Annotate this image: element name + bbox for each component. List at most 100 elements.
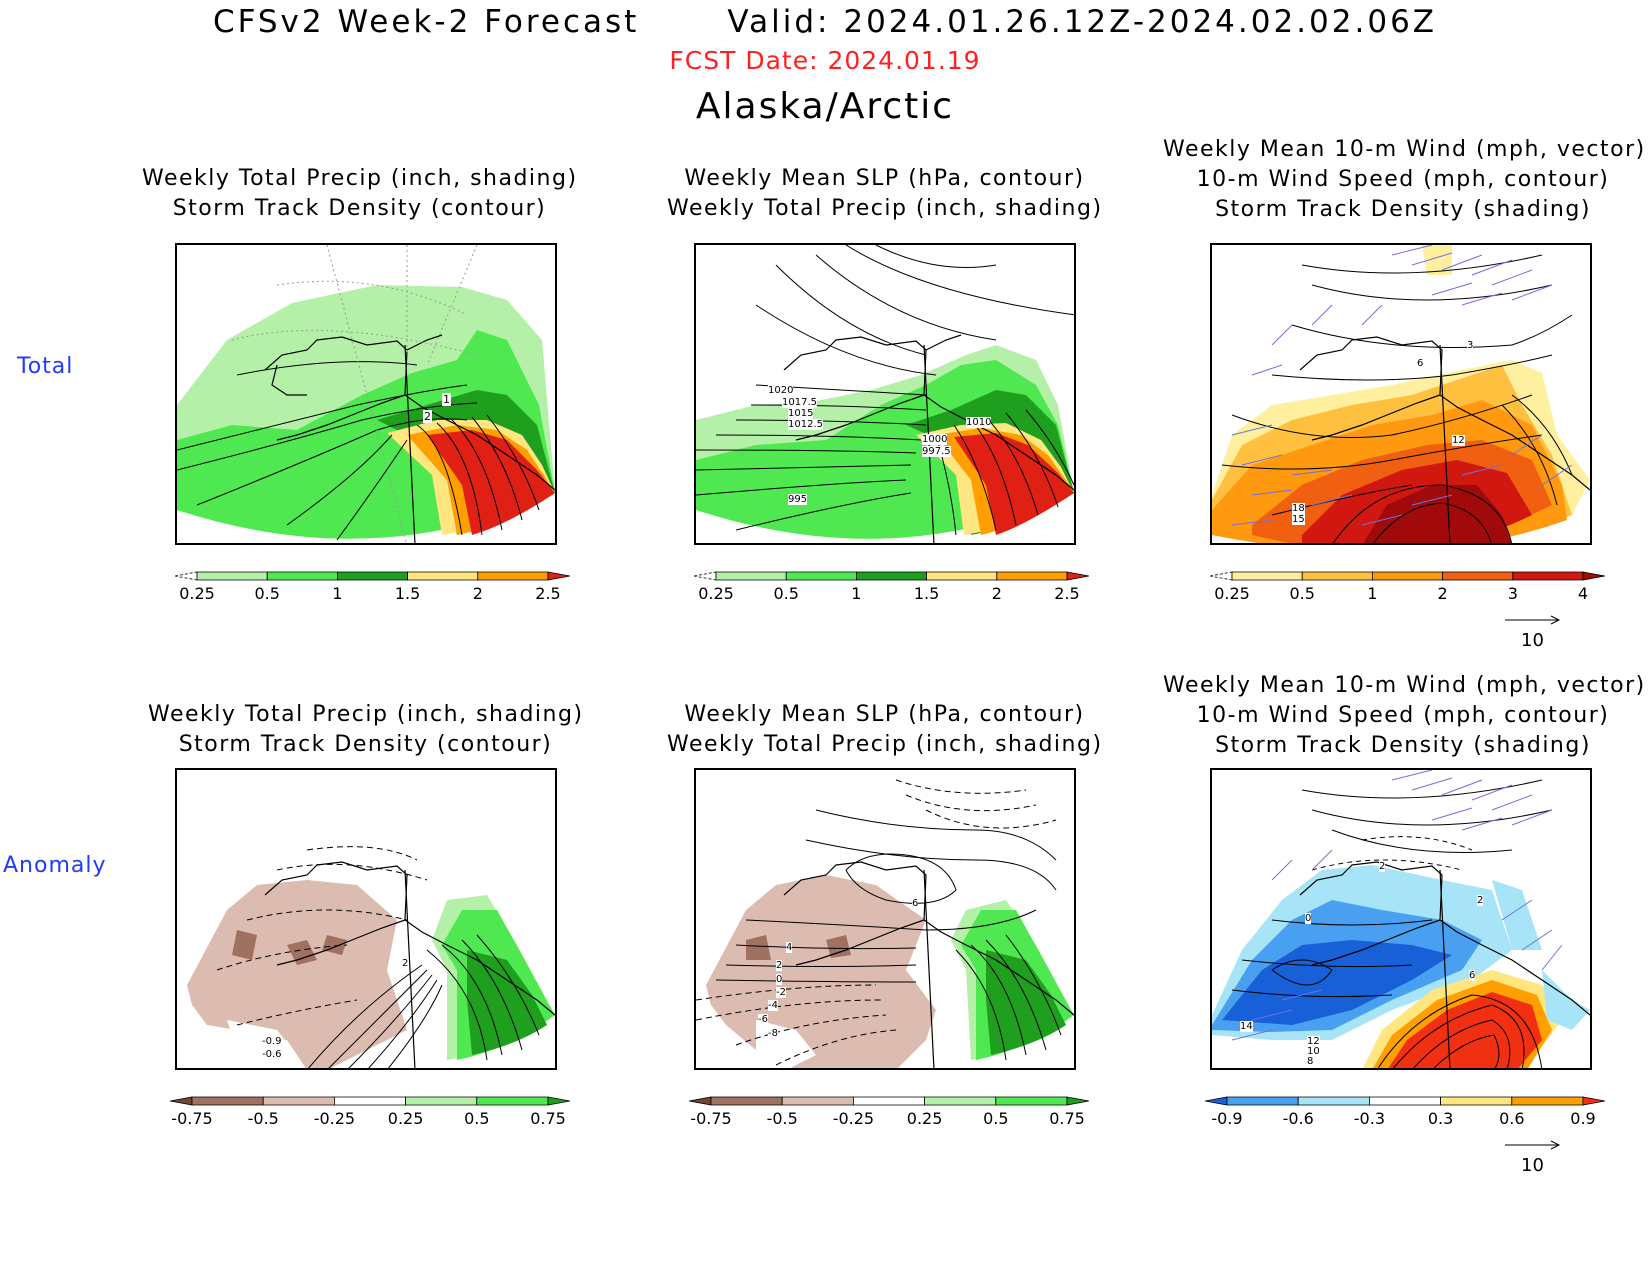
map-slp-anom: 6 4 2 0 -2 -4 -6 -8 bbox=[694, 768, 1076, 1070]
contour-label: 1010 bbox=[966, 417, 992, 428]
row-label-anomaly: Anomaly bbox=[3, 853, 107, 878]
panel-title-line: Weekly Mean 10-m Wind (mph, vector) bbox=[1163, 137, 1646, 162]
contour-label: 1017.5 bbox=[782, 397, 817, 408]
panel-title-line: Weekly Mean SLP (hPa, contour) bbox=[684, 166, 1085, 191]
panel-title-line: 10-m Wind Speed (mph, contour) bbox=[1196, 703, 1610, 728]
panel-title-line: Storm Track Density (contour) bbox=[172, 196, 547, 221]
colorbar-tick-label: 0.3 bbox=[1427, 1109, 1454, 1128]
contour-label: 18 bbox=[1292, 503, 1305, 514]
colorbar-swatch bbox=[1440, 1096, 1513, 1106]
main-title: CFSv2 Week-2 Forecast Valid: 2024.01.26.1… bbox=[0, 4, 1650, 40]
map-wind-total-graphic bbox=[1212, 245, 1590, 543]
colorbar-tick-label: 1 bbox=[851, 584, 862, 603]
colorbar-swatch bbox=[1210, 571, 1233, 581]
colorbar-tick-label: 0.25 bbox=[906, 1109, 943, 1128]
panel-title-slp-anom: Weekly Mean SLP (hPa, contour) Weekly To… bbox=[667, 700, 1102, 760]
valid-range: Valid: 2024.01.26.12Z-2024.02.02.06Z bbox=[727, 4, 1438, 40]
map-precip-total: 1 2 bbox=[175, 243, 557, 545]
colorbar-tick-label: -0.6 bbox=[1282, 1109, 1314, 1128]
colorbar-swatch bbox=[1511, 1096, 1584, 1106]
colorbar-swatches bbox=[175, 571, 570, 581]
colorbar-swatch bbox=[170, 1096, 193, 1106]
colorbar-swatch bbox=[1301, 571, 1373, 581]
colorbar-tick-label: 0.75 bbox=[530, 1109, 566, 1128]
colorbar-tick-label: 0.5 bbox=[773, 584, 799, 603]
colorbar-swatch bbox=[689, 1096, 712, 1106]
colorbar-precip-anom: -0.75 -0.5 -0.25 0.25 0.5 0.75 bbox=[170, 1095, 570, 1135]
vector-reference-label: 10 bbox=[1521, 1155, 1544, 1176]
colorbar-swatch bbox=[853, 1096, 925, 1106]
contour-label: 2 bbox=[1477, 895, 1484, 906]
colorbar-swatch bbox=[710, 1096, 783, 1106]
colorbar-swatch bbox=[1442, 571, 1514, 581]
colorbar-swatches bbox=[689, 1096, 1089, 1106]
colorbar-swatch bbox=[785, 571, 857, 581]
contour-label: 12 bbox=[1307, 1036, 1320, 1047]
colorbar-swatch bbox=[407, 571, 479, 581]
colorbar-tick-label: 1.5 bbox=[394, 584, 421, 603]
map-slp-total-graphic bbox=[696, 245, 1074, 543]
colorbar-tick-label: 0.25 bbox=[1214, 584, 1250, 603]
colorbar-swatch bbox=[1066, 571, 1089, 581]
colorbar-tick-label: -0.75 bbox=[171, 1109, 213, 1128]
contour-label: -0.9 bbox=[262, 1036, 282, 1047]
contour-label: 1015 bbox=[788, 408, 814, 419]
panel-title-line: Weekly Mean SLP (hPa, contour) bbox=[684, 702, 1085, 727]
map-wind-anom-graphic bbox=[1212, 770, 1590, 1068]
colorbar-swatch bbox=[996, 571, 1068, 581]
colorbar-swatch bbox=[477, 571, 549, 581]
colorbar-swatch bbox=[547, 571, 570, 581]
contour-label: 15 bbox=[1292, 514, 1305, 525]
arrow-right-icon bbox=[1505, 1140, 1561, 1150]
contour-label: 6 bbox=[912, 898, 919, 909]
contour-label: -0.6 bbox=[262, 1049, 282, 1060]
colorbar-precip-total-2: 0.25 0.5 1 1.5 2 2.5 bbox=[694, 570, 1089, 610]
map-precip-anom-graphic bbox=[187, 846, 555, 1068]
contour-label: 1012.5 bbox=[788, 419, 823, 430]
contour-label: -2 bbox=[776, 987, 786, 998]
colorbar-tick-label: -0.25 bbox=[313, 1109, 356, 1128]
contour-label: -8 bbox=[768, 1028, 778, 1039]
colorbar-tick-label: 3 bbox=[1507, 584, 1518, 603]
map-slp-total: 1020 1017.5 1015 1012.5 995 1010 1000 99… bbox=[694, 243, 1076, 545]
colorbar-swatch bbox=[191, 1096, 264, 1106]
colorbar-swatch bbox=[262, 1096, 335, 1106]
contour-label: 10 bbox=[1307, 1046, 1320, 1057]
colorbar-storm-anom: -0.9 -0.6 -0.3 0.3 0.6 0.9 bbox=[1205, 1095, 1605, 1135]
colorbar-swatch bbox=[175, 571, 198, 581]
contour-label: 14 bbox=[1240, 1021, 1253, 1032]
colorbar-precip-total: 0.25 0.5 1 1.5 2 2.5 bbox=[175, 570, 570, 610]
colorbar-swatch bbox=[995, 1096, 1068, 1106]
forecast-date: FCST Date: 2024.01.19 bbox=[669, 46, 981, 75]
map-wind-anom: 0 2 2 6 14 12 10 8 bbox=[1210, 768, 1592, 1070]
colorbar-tick-label: 0.5 bbox=[1289, 584, 1315, 603]
colorbar-swatch bbox=[337, 571, 408, 581]
colorbar-swatch bbox=[694, 571, 717, 581]
colorbar-storm-total: 0.25 0.5 1 2 3 4 bbox=[1210, 570, 1605, 610]
colorbar-swatch bbox=[1369, 1096, 1441, 1106]
colorbar-swatch bbox=[1582, 1096, 1605, 1106]
colorbar-tick-label: -0.5 bbox=[247, 1109, 279, 1128]
colorbar-swatch bbox=[1231, 571, 1303, 581]
panel-title-precip-total: Weekly Total Precip (inch, shading) Stor… bbox=[142, 164, 577, 224]
colorbar-tick-label: 2.5 bbox=[1054, 584, 1080, 603]
map-slp-anom-graphic bbox=[696, 779, 1074, 1068]
contour-label: -4 bbox=[768, 1000, 778, 1011]
contour-label: 2 bbox=[776, 960, 783, 971]
colorbar-tick-label: 0.5 bbox=[464, 1109, 490, 1128]
panel-title-precip-anom: Weekly Total Precip (inch, shading) Stor… bbox=[148, 700, 583, 760]
colorbar-tick-label: 0.6 bbox=[1499, 1109, 1525, 1128]
panel-title-line: 10-m Wind Speed (mph, contour) bbox=[1196, 167, 1610, 192]
panel-title-line: Weekly Total Precip (inch, shading) bbox=[142, 166, 578, 191]
contour-label: 997.5 bbox=[922, 446, 951, 457]
panel-title-wind-total: Weekly Mean 10-m Wind (mph, vector) 10-m… bbox=[1163, 135, 1646, 225]
colorbar-tick-label: 0.75 bbox=[1049, 1109, 1085, 1128]
colorbar-swatch bbox=[715, 571, 787, 581]
panel-title-line: Weekly Total Precip (inch, shading) bbox=[667, 732, 1103, 757]
contour-label: 0 bbox=[776, 974, 783, 985]
colorbar-swatch bbox=[781, 1096, 854, 1106]
map-precip-anom: -0.9 -0.6 2 bbox=[175, 768, 557, 1070]
arrow-right-icon bbox=[1505, 615, 1561, 625]
colorbar-tick-label: 0.25 bbox=[698, 584, 734, 603]
colorbar-tick-label: 0.5 bbox=[983, 1109, 1009, 1128]
